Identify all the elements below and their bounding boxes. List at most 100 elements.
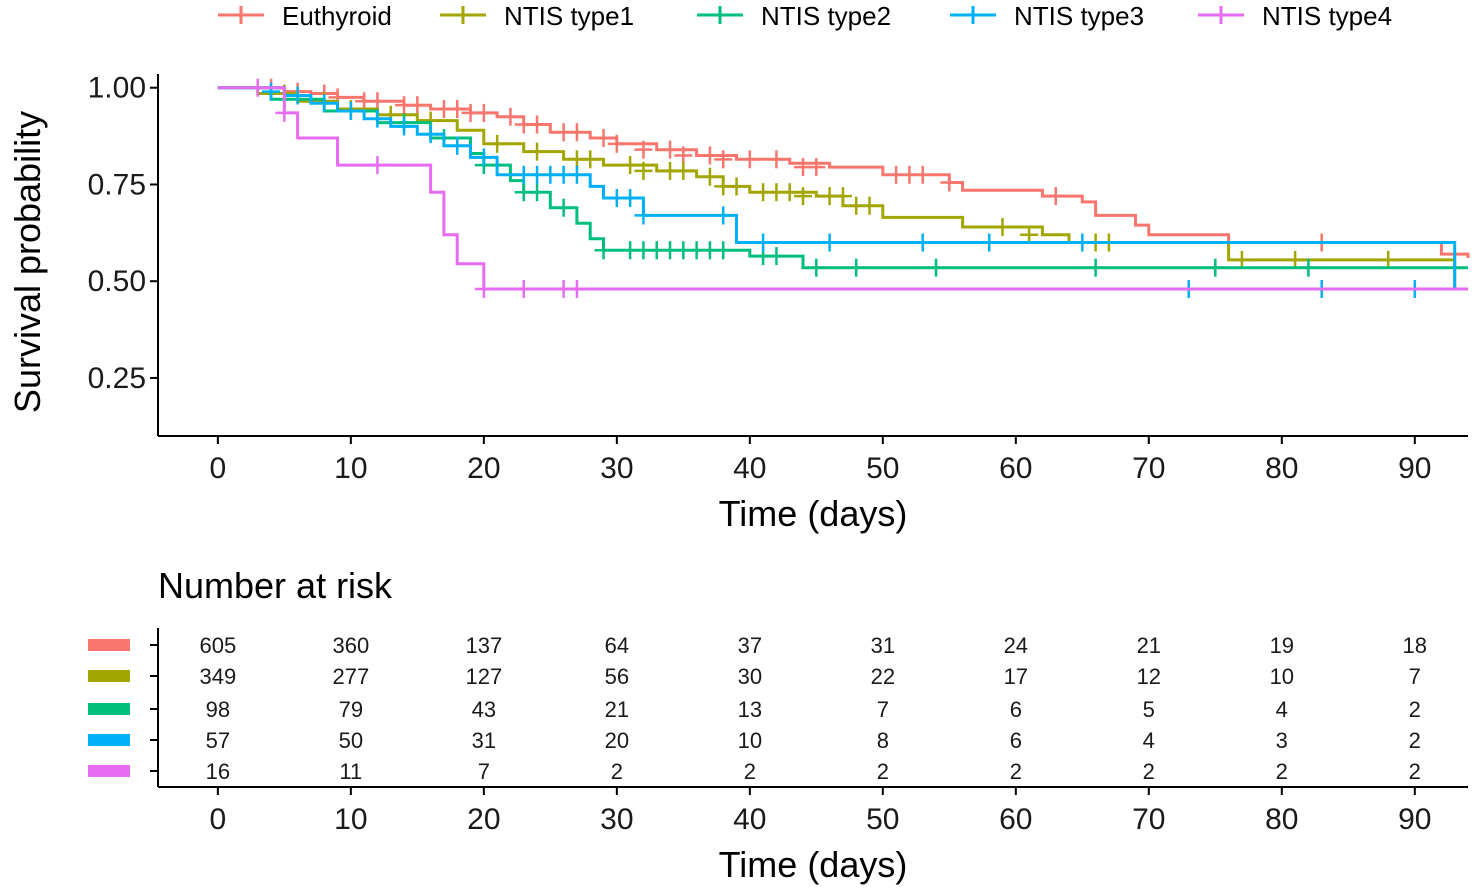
risk-cell: 3 — [1276, 728, 1288, 753]
censor-mark — [714, 241, 733, 260]
censor-mark — [714, 150, 733, 169]
risk-cell: 6 — [1010, 728, 1022, 753]
risk-cell: 2 — [1010, 759, 1022, 784]
risk-cell: 6 — [1010, 697, 1022, 722]
risk-x-tick-label: 30 — [600, 803, 633, 836]
censor-mark — [1020, 225, 1039, 244]
x-tick-label: 80 — [1265, 452, 1298, 485]
legend-label: Euthyroid — [282, 1, 392, 31]
risk-x-tick-label: 60 — [999, 803, 1032, 836]
risk-cell: 10 — [738, 728, 762, 753]
censor-mark — [740, 150, 759, 169]
censor-mark — [554, 198, 573, 217]
censor-mark — [621, 156, 640, 175]
risk-cell: 17 — [1004, 664, 1028, 689]
risk-cell: 12 — [1137, 664, 1161, 689]
x-tick-label: 0 — [210, 452, 227, 485]
censor-mark — [408, 96, 427, 115]
risk-cell: 57 — [206, 728, 230, 753]
risk-cell: 277 — [332, 664, 369, 689]
risk-x-tick-label: 40 — [733, 803, 766, 836]
risk-cell: 37 — [738, 633, 762, 658]
x-tick-label: 50 — [866, 452, 899, 485]
censor-mark — [727, 177, 746, 196]
risk-cell: 16 — [206, 759, 230, 784]
risk-row-swatch — [88, 670, 130, 682]
censor-mark — [1286, 250, 1305, 269]
censor-mark — [421, 125, 440, 144]
risk-cell: 4 — [1143, 728, 1155, 753]
risk-cell: 24 — [1004, 633, 1028, 658]
risk-x-tick-label: 50 — [866, 803, 899, 836]
risk-table-title: Number at risk — [158, 565, 393, 606]
censor-mark — [634, 206, 653, 225]
censor-mark — [780, 183, 799, 202]
risk-cell: 10 — [1270, 664, 1294, 689]
legend-label: NTIS type2 — [761, 1, 891, 31]
risk-cell: 2 — [1143, 759, 1155, 784]
risk-row-swatch — [88, 765, 130, 777]
censor-mark — [501, 107, 520, 126]
censor-mark — [714, 206, 733, 225]
censor-mark — [248, 78, 267, 97]
censor-mark — [1073, 233, 1092, 252]
censor-mark — [528, 115, 547, 134]
censor-mark — [594, 241, 613, 260]
x-axis-title: Time (days) — [719, 493, 908, 534]
risk-cell: 31 — [871, 633, 895, 658]
survival-curve — [217, 86, 1470, 258]
censor-mark — [395, 117, 414, 136]
x-tick-label: 30 — [600, 452, 633, 485]
risk-cell: 50 — [339, 728, 363, 753]
censor-mark — [594, 129, 613, 148]
risk-cell: 2 — [1409, 728, 1421, 753]
survival-plot: 0.25 0.50 0.75 1.00 0 10 20 30 40 50 60 70 80 90 — [88, 72, 1470, 485]
censor-mark — [1046, 187, 1065, 206]
censor-mark — [1232, 250, 1251, 269]
risk-x-tick-label: 70 — [1132, 803, 1165, 836]
censor-mark — [368, 109, 387, 128]
censor-mark — [514, 279, 533, 298]
risk-cell: 7 — [1409, 664, 1421, 689]
legend-label: NTIS type3 — [1014, 1, 1144, 31]
censor-mark — [368, 92, 387, 111]
risk-cell: 7 — [877, 697, 889, 722]
censor-mark — [913, 165, 932, 184]
risk-cell: 360 — [332, 633, 369, 658]
censor-mark — [1379, 250, 1398, 269]
censor-mark — [474, 103, 493, 122]
risk-cell: 2 — [877, 759, 889, 784]
censor-mark — [528, 183, 547, 202]
risk-cell: 56 — [605, 664, 629, 689]
censor-mark — [448, 136, 467, 155]
y-tick-label: 0.75 — [88, 168, 146, 201]
risk-x-tick-label: 80 — [1265, 803, 1298, 836]
censor-mark — [621, 189, 640, 208]
censor-mark — [913, 233, 932, 252]
x-tick-label: 90 — [1398, 452, 1431, 485]
censor-mark — [833, 187, 852, 206]
censor-mark — [275, 103, 294, 122]
censor-mark — [860, 196, 879, 215]
censor-mark — [700, 146, 719, 165]
x-tick-label: 40 — [733, 452, 766, 485]
risk-cell: 8 — [877, 728, 889, 753]
censor-mark — [634, 161, 653, 180]
legend-label: NTIS type4 — [1262, 1, 1392, 31]
censor-mark — [1206, 258, 1225, 277]
censor-mark — [368, 156, 387, 175]
risk-cell: 2 — [1409, 697, 1421, 722]
risk-cell: 2 — [1276, 759, 1288, 784]
risk-table-x-axis-title: Time (days) — [719, 844, 908, 885]
risk-cell: 11 — [339, 759, 362, 784]
risk-row-swatch — [88, 639, 130, 651]
censor-mark — [1086, 258, 1105, 277]
censor-mark — [607, 134, 626, 153]
censor-mark — [448, 100, 467, 119]
risk-x-tick-label: 90 — [1398, 803, 1431, 836]
censor-mark — [807, 158, 826, 177]
risk-cell: 2 — [744, 759, 756, 784]
censor-mark — [488, 134, 507, 153]
risk-row-swatch — [88, 734, 130, 746]
